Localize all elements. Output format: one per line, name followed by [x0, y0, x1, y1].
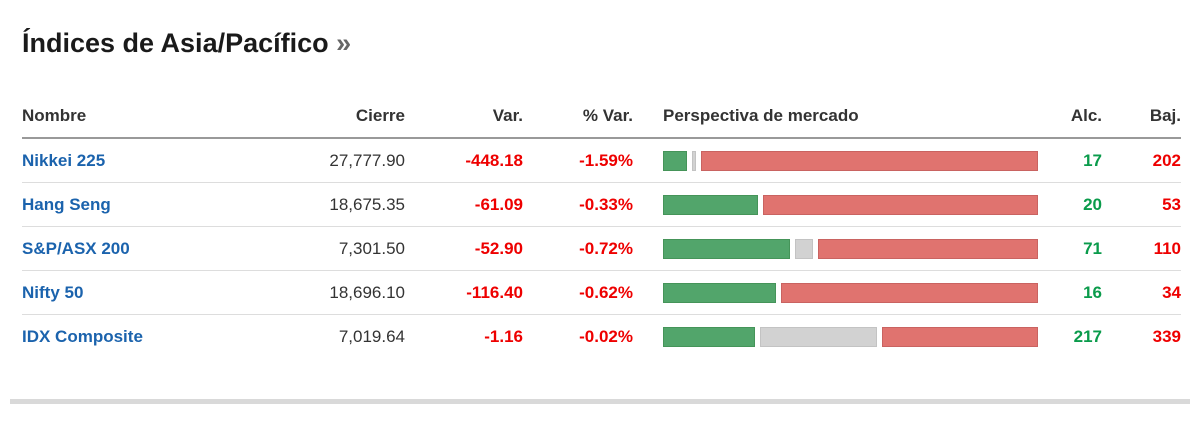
outlook-unchanged-segment — [795, 238, 813, 259]
section-title-link[interactable]: Índices de Asia/Pacífico » — [22, 24, 351, 62]
asia-pacific-indices-widget: Índices de Asia/Pacífico » Nombre Cierre… — [22, 24, 1181, 359]
header-decliners: Baj. — [1149, 106, 1181, 125]
close-value: 7,019.64 — [338, 327, 405, 346]
header-pct-change: % Var. — [582, 106, 633, 125]
header-change: Var. — [492, 106, 523, 125]
index-link-hang-seng[interactable]: Hang Seng — [22, 194, 111, 214]
advancers-count: 71 — [1083, 238, 1102, 258]
change-value: -61.09 — [474, 194, 523, 214]
pct-change-value: -1.59% — [579, 150, 633, 170]
decliners-count: 202 — [1152, 150, 1181, 170]
market-outlook-bar — [663, 327, 1038, 347]
change-value: -1.16 — [484, 327, 523, 346]
outlook-unchanged-segment — [760, 327, 877, 347]
outlook-advancers-segment — [663, 327, 755, 347]
table-row-idx-composite: IDX Composite 7,019.64 -1.16 -0.02% 217 … — [22, 315, 1181, 359]
outlook-advancers-segment — [663, 282, 776, 303]
section-bottom-divider — [10, 399, 1190, 404]
index-link-nikkei-225[interactable]: Nikkei 225 — [22, 150, 106, 170]
advancers-count: 20 — [1083, 194, 1102, 214]
market-outlook-bar — [663, 282, 1038, 303]
outlook-advancers-segment — [663, 194, 758, 215]
pct-change-value: -0.72% — [579, 238, 633, 258]
pct-change-value: -0.62% — [579, 282, 633, 302]
close-value: 7,301.50 — [338, 238, 405, 258]
close-value: 27,777.90 — [329, 150, 405, 170]
outlook-decliners-segment — [882, 327, 1038, 347]
section-title-text: Índices de Asia/Pacífico — [22, 28, 329, 58]
outlook-advancers-segment — [663, 150, 687, 171]
advancers-count: 217 — [1073, 327, 1102, 346]
decliners-count: 110 — [1153, 238, 1181, 258]
advancers-count: 16 — [1083, 282, 1102, 302]
header-outlook: Perspectiva de mercado — [663, 106, 859, 125]
table-header-row: Nombre Cierre Var. % Var. Perspectiva de… — [22, 95, 1181, 139]
market-outlook-bar — [663, 194, 1038, 215]
decliners-count: 339 — [1152, 327, 1181, 346]
close-value: 18,696.10 — [329, 282, 405, 302]
outlook-decliners-segment — [818, 238, 1038, 259]
change-value: -116.40 — [466, 282, 523, 302]
header-advancers: Alc. — [1070, 106, 1102, 125]
table-body: Nikkei 225 27,777.90 -448.18 -1.59% 17 2… — [22, 139, 1181, 359]
outlook-decliners-segment — [701, 150, 1038, 171]
pct-change-value: -0.33% — [579, 194, 633, 214]
table-row-hang-seng: Hang Seng 18,675.35 -61.09 -0.33% 20 53 — [22, 183, 1181, 227]
outlook-unchanged-segment — [692, 150, 696, 171]
indices-table: Nombre Cierre Var. % Var. Perspectiva de… — [22, 95, 1181, 359]
market-outlook-bar — [663, 238, 1038, 259]
outlook-decliners-segment — [781, 282, 1038, 303]
close-value: 18,675.35 — [329, 194, 405, 214]
decliners-count: 34 — [1162, 282, 1181, 302]
outlook-advancers-segment — [663, 238, 790, 259]
change-value: -52.90 — [474, 238, 523, 258]
table-row-sp-asx-200: S&P/ASX 200 7,301.50 -52.90 -0.72% 71 11… — [22, 227, 1181, 271]
chevron-right-icon: » — [336, 28, 352, 58]
decliners-count: 53 — [1162, 194, 1181, 214]
table-row-nikkei-225: Nikkei 225 27,777.90 -448.18 -1.59% 17 2… — [22, 139, 1181, 183]
header-name: Nombre — [22, 106, 87, 125]
header-close: Cierre — [355, 106, 405, 125]
market-outlook-bar — [663, 150, 1038, 171]
advancers-count: 17 — [1083, 150, 1102, 170]
pct-change-value: -0.02% — [579, 327, 633, 346]
outlook-decliners-segment — [763, 194, 1038, 215]
index-link-nifty-50[interactable]: Nifty 50 — [22, 282, 84, 302]
index-link-idx-composite[interactable]: IDX Composite — [22, 327, 143, 346]
index-link-sp-asx-200[interactable]: S&P/ASX 200 — [22, 238, 130, 258]
table-row-nifty-50: Nifty 50 18,696.10 -116.40 -0.62% 16 34 — [22, 271, 1181, 315]
change-value: -448.18 — [465, 150, 523, 170]
